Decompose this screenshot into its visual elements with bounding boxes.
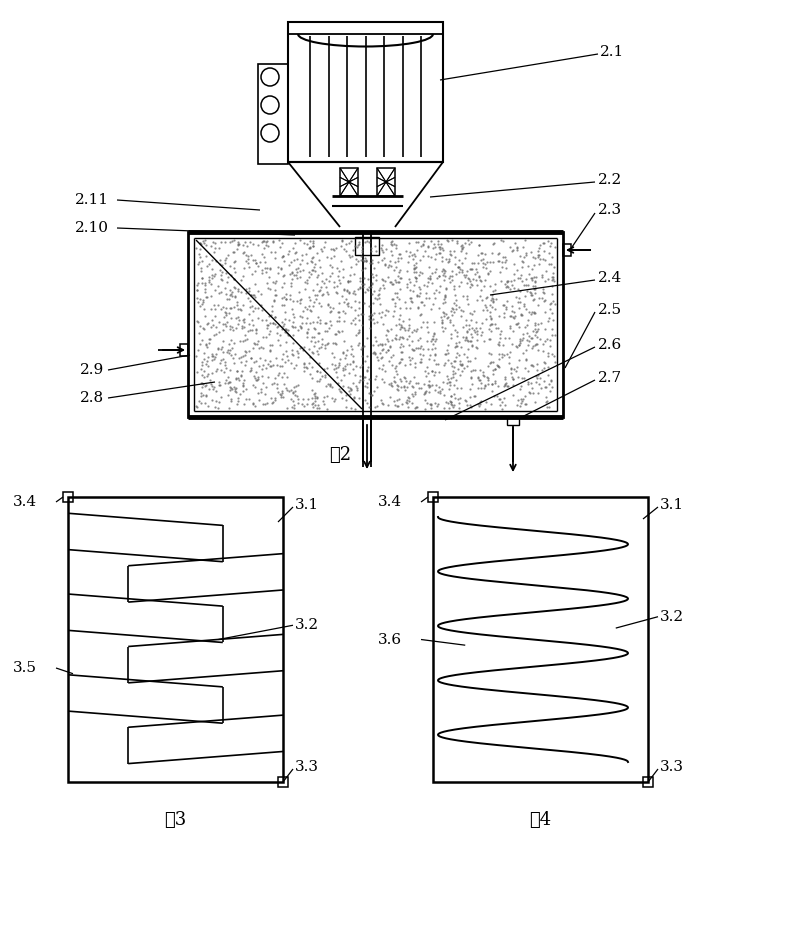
Text: 3.2: 3.2 [660, 610, 684, 624]
Text: 3.6: 3.6 [378, 632, 402, 646]
Bar [258, 64, 288, 164]
Bar [563, 244, 571, 256]
Text: 2.3: 2.3 [598, 203, 622, 217]
Text: 图2: 图2 [329, 446, 351, 464]
Text: 3.2: 3.2 [295, 618, 319, 632]
Text: 3.3: 3.3 [660, 760, 684, 774]
Text: 3.4: 3.4 [13, 495, 37, 509]
Bar [278, 777, 288, 787]
Text: 2.8: 2.8 [80, 391, 104, 405]
Bar [180, 344, 188, 356]
Bar [643, 777, 653, 787]
Text: 2.1: 2.1 [600, 45, 624, 59]
Text: 3.5: 3.5 [13, 661, 37, 675]
Text: 图3: 图3 [164, 811, 186, 829]
Bar [507, 417, 519, 425]
Text: 图4: 图4 [530, 811, 551, 829]
Text: 2.11: 2.11 [75, 193, 109, 207]
Bar [340, 168, 358, 196]
Text: 3.4: 3.4 [378, 495, 402, 509]
Bar [428, 492, 438, 502]
Text: 2.7: 2.7 [598, 371, 622, 385]
Text: 3.1: 3.1 [295, 498, 319, 512]
Bar [288, 22, 443, 162]
Bar [377, 168, 395, 196]
Bar [63, 492, 73, 502]
Bar [355, 237, 379, 255]
Bar [68, 497, 283, 782]
Bar [188, 232, 563, 417]
Text: 2.6: 2.6 [598, 338, 622, 352]
Text: 2.10: 2.10 [75, 221, 109, 235]
Text: 2.9: 2.9 [80, 363, 104, 377]
Text: 2.4: 2.4 [598, 271, 622, 285]
Text: 2.5: 2.5 [598, 303, 622, 317]
Text: 3.3: 3.3 [295, 760, 319, 774]
Text: 3.1: 3.1 [660, 498, 684, 512]
Bar [433, 497, 648, 782]
Text: 2.2: 2.2 [598, 173, 622, 187]
